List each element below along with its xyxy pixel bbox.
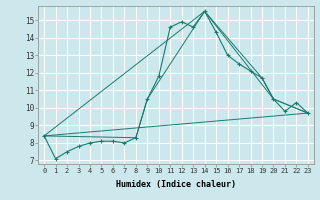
X-axis label: Humidex (Indice chaleur): Humidex (Indice chaleur) [116,180,236,189]
